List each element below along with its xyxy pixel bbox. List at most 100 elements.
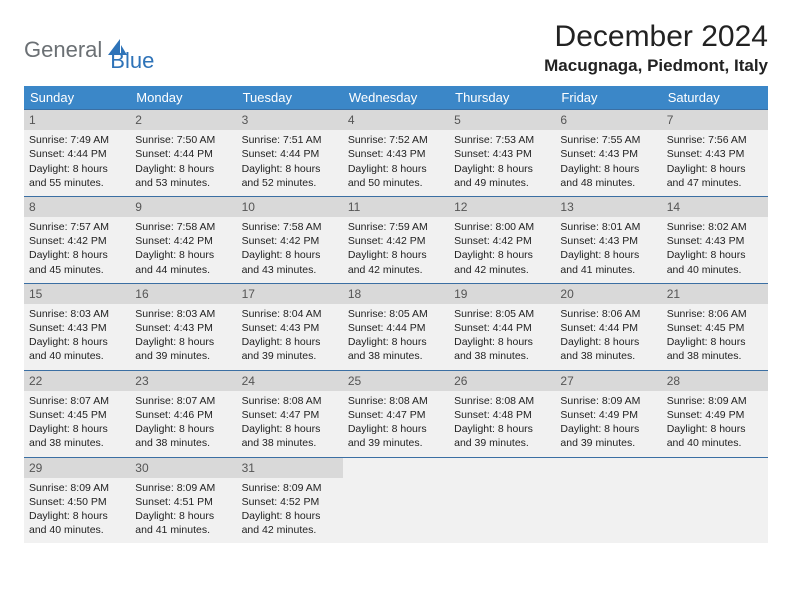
calendar-day-cell: 12Sunrise: 8:00 AMSunset: 4:42 PMDayligh… [449,196,555,283]
calendar-day-cell: 20Sunrise: 8:06 AMSunset: 4:44 PMDayligh… [555,283,661,370]
sunset-text: Sunset: 4:44 PM [348,321,444,335]
calendar-table: SundayMondayTuesdayWednesdayThursdayFrid… [24,86,768,543]
logo: General Blue [24,26,154,74]
daylight-text: Daylight: 8 hours and 40 minutes. [29,509,125,537]
sunrise-text: Sunrise: 7:58 AM [242,220,338,234]
calendar-day-cell: 31Sunrise: 8:09 AMSunset: 4:52 PMDayligh… [237,457,343,543]
day-number: 12 [449,197,555,217]
daylight-text: Daylight: 8 hours and 50 minutes. [348,162,444,190]
day-number: 19 [449,284,555,304]
day-number: 26 [449,371,555,391]
logo-text-general: General [24,37,102,63]
day-number: 31 [237,458,343,478]
sunrise-text: Sunrise: 7:55 AM [560,133,656,147]
logo-text-blue: Blue [110,48,154,74]
daylight-text: Daylight: 8 hours and 38 minutes. [667,335,763,363]
sunrise-text: Sunrise: 7:58 AM [135,220,231,234]
daylight-text: Daylight: 8 hours and 39 minutes. [560,422,656,450]
calendar-day-cell: 30Sunrise: 8:09 AMSunset: 4:51 PMDayligh… [130,457,236,543]
daylight-text: Daylight: 8 hours and 42 minutes. [454,248,550,276]
day-number: 30 [130,458,236,478]
daylight-text: Daylight: 8 hours and 40 minutes. [29,335,125,363]
day-number: 16 [130,284,236,304]
daylight-text: Daylight: 8 hours and 47 minutes. [667,162,763,190]
sunrise-text: Sunrise: 8:07 AM [135,394,231,408]
calendar-week-row: 29Sunrise: 8:09 AMSunset: 4:50 PMDayligh… [24,457,768,543]
calendar-day-cell: 28Sunrise: 8:09 AMSunset: 4:49 PMDayligh… [662,370,768,457]
sunrise-text: Sunrise: 7:59 AM [348,220,444,234]
day-number: 24 [237,371,343,391]
sunset-text: Sunset: 4:44 PM [135,147,231,161]
location-text: Macugnaga, Piedmont, Italy [544,56,768,76]
sunset-text: Sunset: 4:43 PM [560,234,656,248]
calendar-day-cell: 5Sunrise: 7:53 AMSunset: 4:43 PMDaylight… [449,110,555,197]
sunrise-text: Sunrise: 7:53 AM [454,133,550,147]
calendar-day-cell: 18Sunrise: 8:05 AMSunset: 4:44 PMDayligh… [343,283,449,370]
daylight-text: Daylight: 8 hours and 42 minutes. [242,509,338,537]
day-number: 18 [343,284,449,304]
weekday-header: Thursday [449,86,555,110]
sunset-text: Sunset: 4:44 PM [454,321,550,335]
sunset-text: Sunset: 4:43 PM [242,321,338,335]
sunrise-text: Sunrise: 7:49 AM [29,133,125,147]
sunrise-text: Sunrise: 7:57 AM [29,220,125,234]
sunrise-text: Sunrise: 8:09 AM [667,394,763,408]
sunrise-text: Sunrise: 8:09 AM [135,481,231,495]
sunset-text: Sunset: 4:49 PM [560,408,656,422]
calendar-week-row: 15Sunrise: 8:03 AMSunset: 4:43 PMDayligh… [24,283,768,370]
weekday-header: Wednesday [343,86,449,110]
sunset-text: Sunset: 4:43 PM [667,234,763,248]
sunset-text: Sunset: 4:47 PM [242,408,338,422]
calendar-day-cell: 3Sunrise: 7:51 AMSunset: 4:44 PMDaylight… [237,110,343,197]
sunset-text: Sunset: 4:42 PM [135,234,231,248]
sunset-text: Sunset: 4:52 PM [242,495,338,509]
weekday-header: Saturday [662,86,768,110]
calendar-day-cell: 23Sunrise: 8:07 AMSunset: 4:46 PMDayligh… [130,370,236,457]
day-number: 3 [237,110,343,130]
sunrise-text: Sunrise: 8:06 AM [667,307,763,321]
calendar-day-cell: 6Sunrise: 7:55 AMSunset: 4:43 PMDaylight… [555,110,661,197]
calendar-day-cell: 16Sunrise: 8:03 AMSunset: 4:43 PMDayligh… [130,283,236,370]
calendar-day-cell: 26Sunrise: 8:08 AMSunset: 4:48 PMDayligh… [449,370,555,457]
sunset-text: Sunset: 4:43 PM [135,321,231,335]
sunrise-text: Sunrise: 7:56 AM [667,133,763,147]
sunrise-text: Sunrise: 8:07 AM [29,394,125,408]
sunrise-text: Sunrise: 8:08 AM [242,394,338,408]
day-number: 9 [130,197,236,217]
calendar-day-cell: 15Sunrise: 8:03 AMSunset: 4:43 PMDayligh… [24,283,130,370]
sunrise-text: Sunrise: 8:09 AM [560,394,656,408]
sunrise-text: Sunrise: 8:04 AM [242,307,338,321]
sunrise-text: Sunrise: 8:02 AM [667,220,763,234]
day-number: 28 [662,371,768,391]
day-number: 2 [130,110,236,130]
daylight-text: Daylight: 8 hours and 49 minutes. [454,162,550,190]
calendar-day-cell: 13Sunrise: 8:01 AMSunset: 4:43 PMDayligh… [555,196,661,283]
sunrise-text: Sunrise: 8:03 AM [135,307,231,321]
sunrise-text: Sunrise: 7:52 AM [348,133,444,147]
calendar-day-cell: 21Sunrise: 8:06 AMSunset: 4:45 PMDayligh… [662,283,768,370]
weekday-header-row: SundayMondayTuesdayWednesdayThursdayFrid… [24,86,768,110]
day-number: 10 [237,197,343,217]
daylight-text: Daylight: 8 hours and 38 minutes. [454,335,550,363]
day-number: 25 [343,371,449,391]
sunset-text: Sunset: 4:43 PM [29,321,125,335]
day-number: 6 [555,110,661,130]
daylight-text: Daylight: 8 hours and 55 minutes. [29,162,125,190]
weekday-header: Friday [555,86,661,110]
sunset-text: Sunset: 4:42 PM [454,234,550,248]
calendar-day-cell: 27Sunrise: 8:09 AMSunset: 4:49 PMDayligh… [555,370,661,457]
day-number: 29 [24,458,130,478]
day-number: 11 [343,197,449,217]
daylight-text: Daylight: 8 hours and 42 minutes. [348,248,444,276]
sunrise-text: Sunrise: 8:05 AM [454,307,550,321]
day-number: 20 [555,284,661,304]
day-number: 1 [24,110,130,130]
daylight-text: Daylight: 8 hours and 39 minutes. [348,422,444,450]
daylight-text: Daylight: 8 hours and 48 minutes. [560,162,656,190]
sunrise-text: Sunrise: 8:01 AM [560,220,656,234]
daylight-text: Daylight: 8 hours and 43 minutes. [242,248,338,276]
calendar-day-cell: 29Sunrise: 8:09 AMSunset: 4:50 PMDayligh… [24,457,130,543]
daylight-text: Daylight: 8 hours and 41 minutes. [560,248,656,276]
sunrise-text: Sunrise: 8:05 AM [348,307,444,321]
daylight-text: Daylight: 8 hours and 38 minutes. [242,422,338,450]
